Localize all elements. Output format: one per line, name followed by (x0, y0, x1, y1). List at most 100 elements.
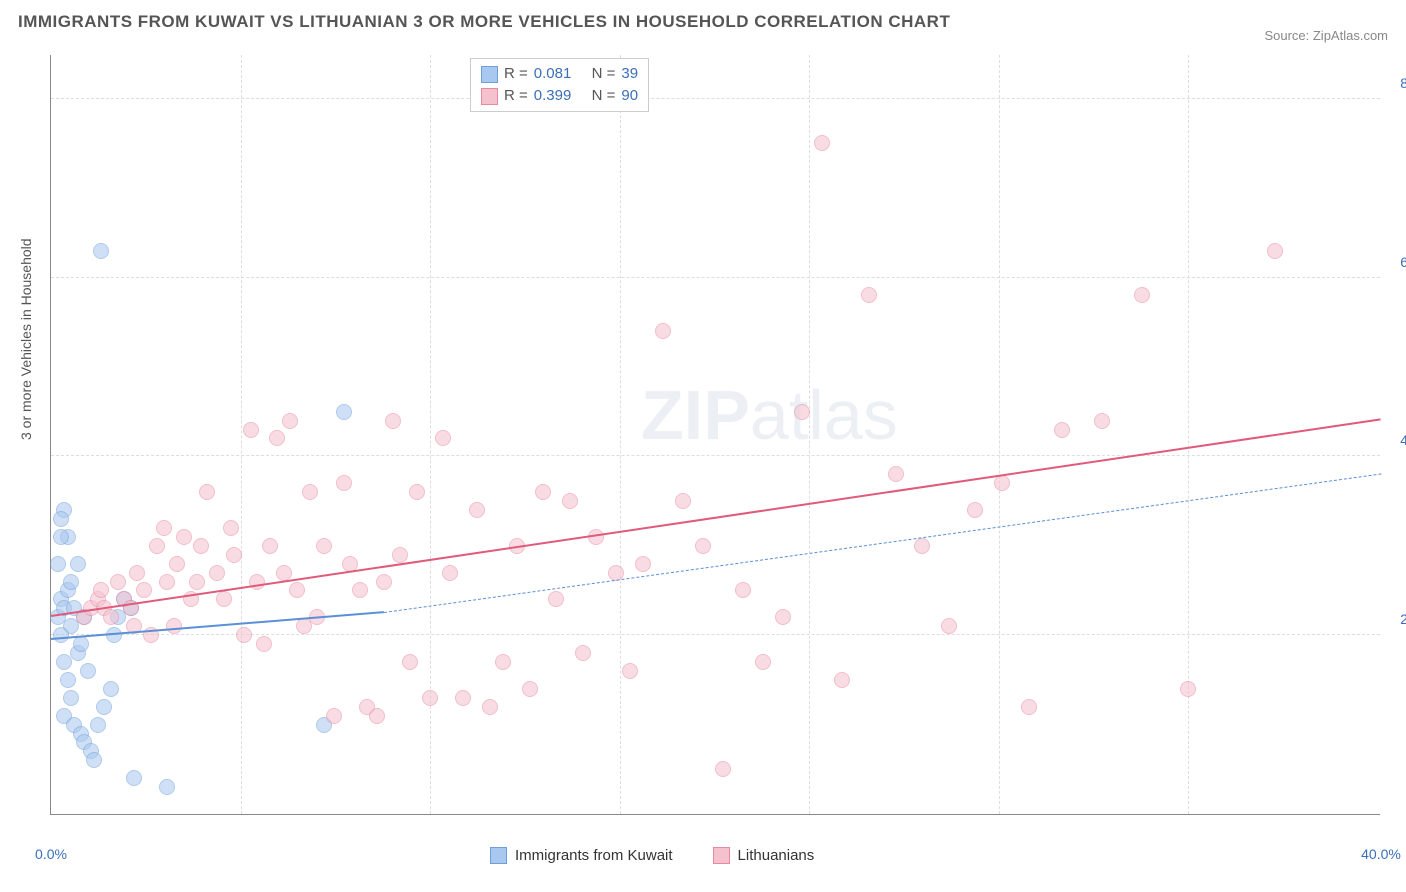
gridline-v (999, 55, 1000, 814)
scatter-point (495, 654, 511, 670)
scatter-point (73, 636, 89, 652)
scatter-point (110, 574, 126, 590)
scatter-point (482, 699, 498, 715)
scatter-point (755, 654, 771, 670)
y-axis-label: 3 or more Vehicles in Household (18, 238, 34, 440)
scatter-point (914, 538, 930, 554)
n-value: 90 (621, 85, 638, 107)
source-label: Source: ZipAtlas.com (1264, 28, 1388, 43)
scatter-point (166, 618, 182, 634)
scatter-point (159, 779, 175, 795)
corr-legend-row: R =0.081 N =39 (481, 63, 638, 85)
scatter-point (352, 582, 368, 598)
gridline-h (51, 98, 1380, 99)
scatter-point (169, 556, 185, 572)
y-tick-label: 20.0% (1400, 611, 1406, 627)
chart-title: IMMIGRANTS FROM KUWAIT VS LITHUANIAN 3 O… (18, 12, 950, 32)
r-value: 0.399 (534, 85, 572, 107)
series-legend-label: Lithuanians (738, 847, 815, 864)
scatter-point (575, 645, 591, 661)
scatter-point (834, 672, 850, 688)
scatter-point (336, 475, 352, 491)
scatter-point (223, 520, 239, 536)
legend-swatch (481, 66, 498, 83)
scatter-point (93, 582, 109, 598)
scatter-point (226, 547, 242, 563)
scatter-point (675, 493, 691, 509)
scatter-point (1021, 699, 1037, 715)
scatter-point (336, 404, 352, 420)
y-tick-label: 60.0% (1400, 254, 1406, 270)
scatter-point (994, 475, 1010, 491)
y-tick-label: 40.0% (1400, 432, 1406, 448)
scatter-point (435, 430, 451, 446)
y-tick-label: 80.0% (1400, 75, 1406, 91)
gridline-v (1188, 55, 1189, 814)
gridline-h (51, 277, 1380, 278)
scatter-point (256, 636, 272, 652)
scatter-point (1094, 413, 1110, 429)
scatter-point (775, 609, 791, 625)
scatter-point (60, 672, 76, 688)
scatter-point (209, 565, 225, 581)
scatter-point (1267, 243, 1283, 259)
corr-legend-row: R = 0.399 N =90 (481, 85, 638, 107)
scatter-point (103, 609, 119, 625)
r-label: R = (504, 85, 528, 107)
scatter-point (63, 574, 79, 590)
scatter-point (63, 690, 79, 706)
scatter-point (422, 690, 438, 706)
scatter-point (86, 752, 102, 768)
scatter-point (262, 538, 278, 554)
scatter-point (276, 565, 292, 581)
scatter-point (392, 547, 408, 563)
scatter-point (376, 574, 392, 590)
series-legend-item: Lithuanians (713, 847, 815, 864)
scatter-point (1180, 681, 1196, 697)
scatter-point (695, 538, 711, 554)
scatter-point (80, 663, 96, 679)
scatter-point (622, 663, 638, 679)
scatter-point (385, 413, 401, 429)
scatter-point (282, 413, 298, 429)
scatter-point (861, 287, 877, 303)
series-legend-item: Immigrants from Kuwait (490, 847, 673, 864)
scatter-point (103, 681, 119, 697)
scatter-point (735, 582, 751, 598)
correlation-legend: R =0.081 N =39R = 0.399 N =90 (470, 58, 649, 112)
scatter-point (199, 484, 215, 500)
n-label: N = (592, 85, 616, 107)
scatter-point (53, 627, 69, 643)
scatter-point (655, 323, 671, 339)
scatter-point (409, 484, 425, 500)
scatter-point (455, 690, 471, 706)
scatter-point (149, 538, 165, 554)
series-legend-label: Immigrants from Kuwait (515, 847, 673, 864)
scatter-point (159, 574, 175, 590)
scatter-point (129, 565, 145, 581)
scatter-point (90, 717, 106, 733)
scatter-point (715, 761, 731, 777)
scatter-point (562, 493, 578, 509)
x-tick-label: 0.0% (35, 846, 67, 862)
scatter-point (243, 422, 259, 438)
scatter-point (402, 654, 418, 670)
series-legend: Immigrants from Kuwait Lithuanians (490, 847, 814, 864)
scatter-point (93, 243, 109, 259)
scatter-point (469, 502, 485, 518)
scatter-point (96, 699, 112, 715)
scatter-point (126, 770, 142, 786)
x-tick-label: 40.0% (1361, 846, 1401, 862)
scatter-point (888, 466, 904, 482)
scatter-point (548, 591, 564, 607)
scatter-point (814, 135, 830, 151)
r-label: R = (504, 63, 528, 85)
scatter-point (967, 502, 983, 518)
scatter-point (326, 708, 342, 724)
scatter-point (941, 618, 957, 634)
gridline-v (620, 55, 621, 814)
n-value: 39 (621, 63, 638, 85)
scatter-point (236, 627, 252, 643)
gridline-h (51, 455, 1380, 456)
scatter-point (136, 582, 152, 598)
